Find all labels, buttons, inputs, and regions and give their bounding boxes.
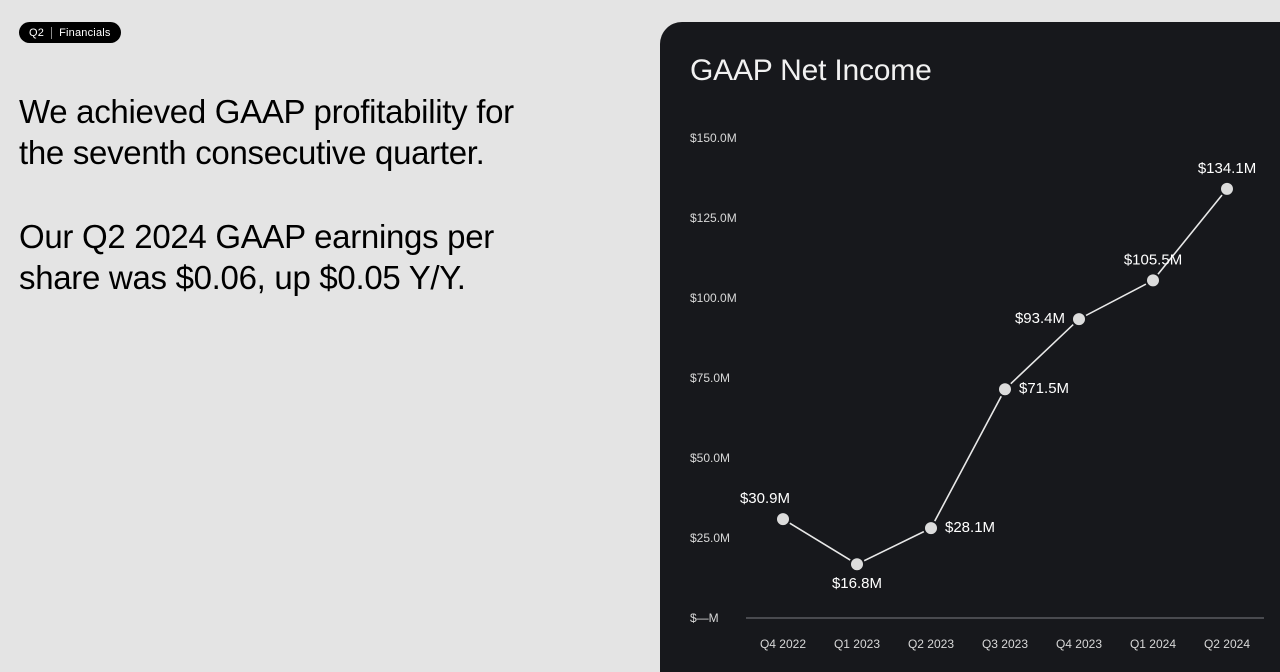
x-tick-label: Q1 2024 [1130,637,1176,651]
x-tick-label: Q1 2023 [834,637,880,651]
data-point [1146,273,1160,287]
chart-card: GAAP Net Income $—M $25.0M $50.0M $75.0M $10… [660,22,1280,672]
y-tick-label: $50.0M [690,451,730,465]
y-tick-label: $125.0M [690,211,737,225]
y-tick-label: $100.0M [690,291,737,305]
x-tick-label: Q2 2023 [908,637,954,651]
data-point [776,512,790,526]
data-point [924,521,938,535]
data-label: $134.1M [1198,160,1256,177]
chart-title: GAAP Net Income [690,54,1270,88]
section-badge: Q2 Financials [19,22,121,43]
y-tick-label: $—M [690,611,719,625]
headline-p2: Our Q2 2024 GAAP earnings per share was … [19,216,539,299]
chart-area: $—M $25.0M $50.0M $75.0M $100.0M $125.0M $150.… [690,122,1270,654]
series-line [783,189,1227,564]
x-tick-label: Q4 2023 [1056,637,1102,651]
data-label: $28.1M [945,519,995,536]
data-point [1072,312,1086,326]
data-label: $30.9M [740,490,790,507]
badge-separator [51,27,52,39]
y-tick-label: $75.0M [690,371,730,385]
y-tick-label: $25.0M [690,531,730,545]
left-column: Q2 Financials We achieved GAAP profitabi… [19,22,619,298]
data-point [1220,182,1234,196]
data-label: $93.4M [1015,310,1065,327]
data-label: $71.5M [1019,380,1069,397]
x-tick-label: Q3 2023 [982,637,1028,651]
x-tick-label: Q4 2022 [760,637,806,651]
y-tick-label: $150.0M [690,131,737,145]
badge-right: Financials [59,27,111,39]
data-label: $16.8M [832,575,882,592]
data-point [850,557,864,571]
headline-block: We achieved GAAP profitability for the s… [19,91,539,298]
x-tick-label: Q2 2024 [1204,637,1250,651]
net-income-line-chart: $—M $25.0M $50.0M $75.0M $100.0M $125.0M $150.… [690,122,1270,662]
headline-p1: We achieved GAAP profitability for the s… [19,91,539,174]
data-label: $105.5M [1124,251,1182,268]
badge-left: Q2 [29,27,44,39]
data-point [998,382,1012,396]
